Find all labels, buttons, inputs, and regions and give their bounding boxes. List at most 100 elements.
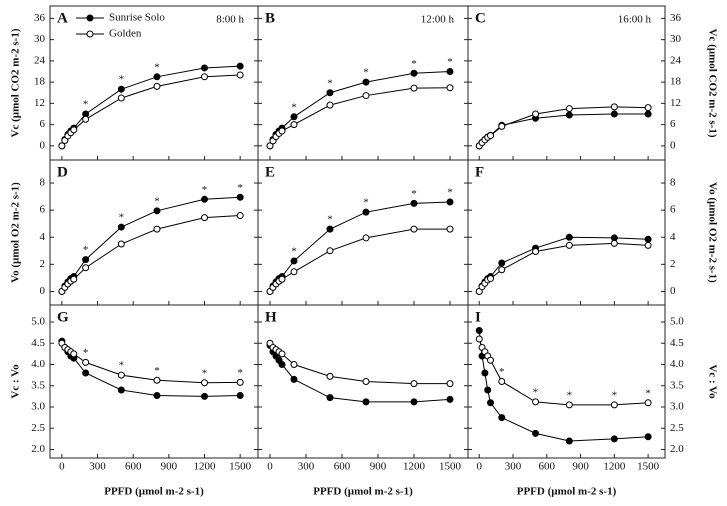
panel-letter: G [57,309,69,325]
significance-mark: * [83,99,89,111]
significance-mark: * [363,197,369,209]
legend-label: Golden [109,28,142,40]
data-point [610,435,618,443]
data-point [278,275,286,283]
data-point [236,392,244,400]
x-tick-label: 0 [267,461,273,473]
x-axis-label: PPFD (µmol m-2 s-1) [104,486,204,498]
y-tick-label: 3.5 [670,379,684,391]
data-point [362,78,370,86]
y-tick-label: 24 [34,54,46,66]
data-point [362,92,370,100]
data-point [117,371,125,379]
data-point [446,198,454,206]
x-tick-label: 1500 [637,461,660,473]
x-tick-label: 300 [89,461,106,473]
data-point [117,94,125,102]
y-axis-label: Vc : Vo [10,364,22,399]
data-point [201,392,209,400]
panel-letter: A [57,10,68,26]
significance-mark: * [83,244,89,256]
x-tick-label: 1500 [439,461,462,473]
data-point [70,275,78,283]
data-point [278,361,286,368]
y-tick-label: 4.5 [670,337,684,349]
panel-letter: B [265,10,275,26]
panel-letter: I [475,309,481,325]
data-point [484,386,492,394]
x-axis-label: PPFD (µmol m-2 s-1) [517,486,617,498]
data-point [410,225,418,233]
y-tick-label: 4 [670,231,676,243]
y-tick-label: 4.5 [31,337,45,349]
data-point [82,264,90,272]
significance-mark: * [237,367,243,379]
data-point [70,350,78,358]
data-point [278,350,286,358]
data-point [446,225,454,233]
series-line [478,338,649,406]
data-point [201,214,209,222]
data-point [532,247,540,255]
data-point [410,84,418,92]
x-tick-label: 0 [59,461,65,473]
legend-marker [86,30,94,38]
significance-mark: * [411,188,417,200]
x-tick-label: 300 [505,461,522,473]
significance-mark: * [83,347,89,359]
y-tick-label: 2.0 [670,443,684,455]
data-point [446,67,454,75]
series-line [478,242,649,292]
y-tick-label: 8 [40,177,46,189]
data-point [610,110,618,118]
data-point [565,437,573,445]
data-point [82,256,90,264]
data-point [644,110,652,118]
y-tick-label: 0 [40,139,46,151]
x-tick-label: 0 [477,461,483,473]
y-axis-label: Vo (µmol O2 m-2 s-1) [706,182,718,283]
y-tick-label: 4.0 [31,358,45,370]
data-point [326,394,334,402]
data-point [532,110,540,118]
data-point [82,115,90,123]
x-tick-label: 900 [370,461,387,473]
y-tick-label: 0 [40,285,46,297]
data-point [532,398,540,406]
data-point [117,223,125,231]
x-tick-label: 1500 [229,461,252,473]
significance-mark: * [447,187,453,199]
series-line [61,196,241,292]
data-point [410,199,418,207]
series-line [61,74,241,147]
y-tick-label: 18 [670,76,682,88]
data-point [362,378,370,385]
y-tick-label: 2 [40,258,46,270]
data-point [153,376,161,384]
time-note: 8:00 h [216,14,244,26]
y-tick-label: 36 [34,12,46,24]
data-point [153,392,161,400]
significance-mark: * [154,195,160,207]
significance-mark: * [291,245,297,257]
data-point [82,358,90,366]
significance-mark: * [567,389,573,401]
data-point [153,207,161,215]
data-point [487,275,495,283]
data-point [565,105,573,113]
y-tick-label: 6 [40,204,46,216]
y-tick-label: 12 [34,97,45,109]
y-axis-label: Vc : Vo [706,364,718,399]
data-point [70,126,78,134]
data-point [290,361,298,368]
significance-mark: * [447,56,453,68]
data-point [610,239,618,247]
data-point [565,233,573,241]
y-tick-label: 6 [40,118,46,130]
data-point [532,429,540,437]
data-point [362,208,370,216]
data-point [565,111,573,119]
significance-mark: * [533,386,539,398]
series-line [269,70,451,147]
